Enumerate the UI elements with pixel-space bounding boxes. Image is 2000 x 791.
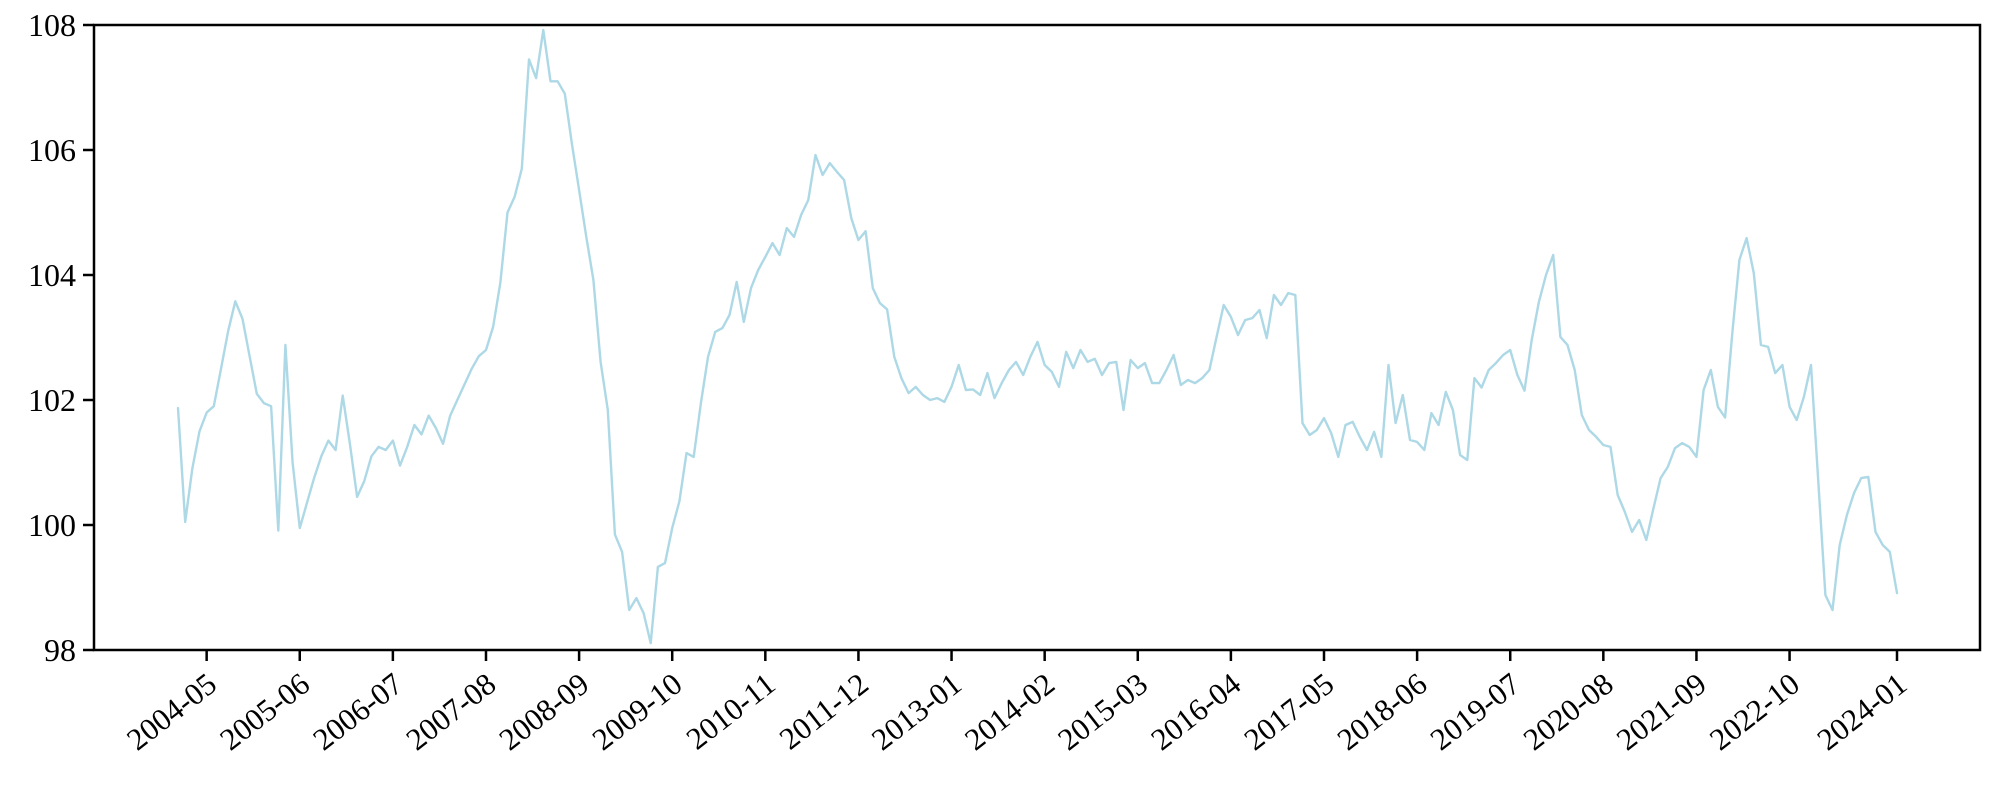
y-tick-label: 98: [44, 632, 76, 668]
x-tick-label: 2007-08: [399, 666, 502, 757]
y-tick-label: 104: [28, 257, 76, 293]
x-tick-label: 2015-03: [1051, 666, 1154, 757]
x-tick-label: 2022-10: [1703, 666, 1806, 757]
x-tick-label: 2004-05: [120, 666, 223, 757]
y-tick-label: 108: [28, 7, 76, 43]
x-tick-label: 2010-11: [680, 666, 782, 756]
x-tick-label: 2008-09: [492, 666, 595, 757]
y-tick-label: 100: [28, 507, 76, 543]
x-tick-label: 2021-09: [1610, 666, 1713, 757]
x-tick-label: 2019-07: [1424, 666, 1527, 757]
plot-frame: [92, 23, 1982, 652]
x-tick-label: 2009-10: [586, 666, 689, 757]
x-tick-label: 2005-06: [213, 666, 316, 757]
y-tick-label: 102: [28, 382, 76, 418]
x-tick-label: 2017-05: [1237, 666, 1340, 757]
x-tick-label: 2018-06: [1330, 666, 1433, 757]
x-tick-label: 2006-07: [306, 666, 409, 757]
x-tick-label: 2013-01: [865, 666, 968, 757]
x-tick-label: 2024-01: [1810, 666, 1913, 757]
data-line: [176, 28, 1899, 645]
x-tick-label: 2011-12: [773, 666, 875, 756]
x-tick-label: 2016-04: [1144, 666, 1247, 758]
x-tick-label: 2020-08: [1517, 666, 1620, 757]
y-tick-label: 106: [28, 132, 76, 168]
x-tick-label: 2014-02: [958, 666, 1061, 757]
